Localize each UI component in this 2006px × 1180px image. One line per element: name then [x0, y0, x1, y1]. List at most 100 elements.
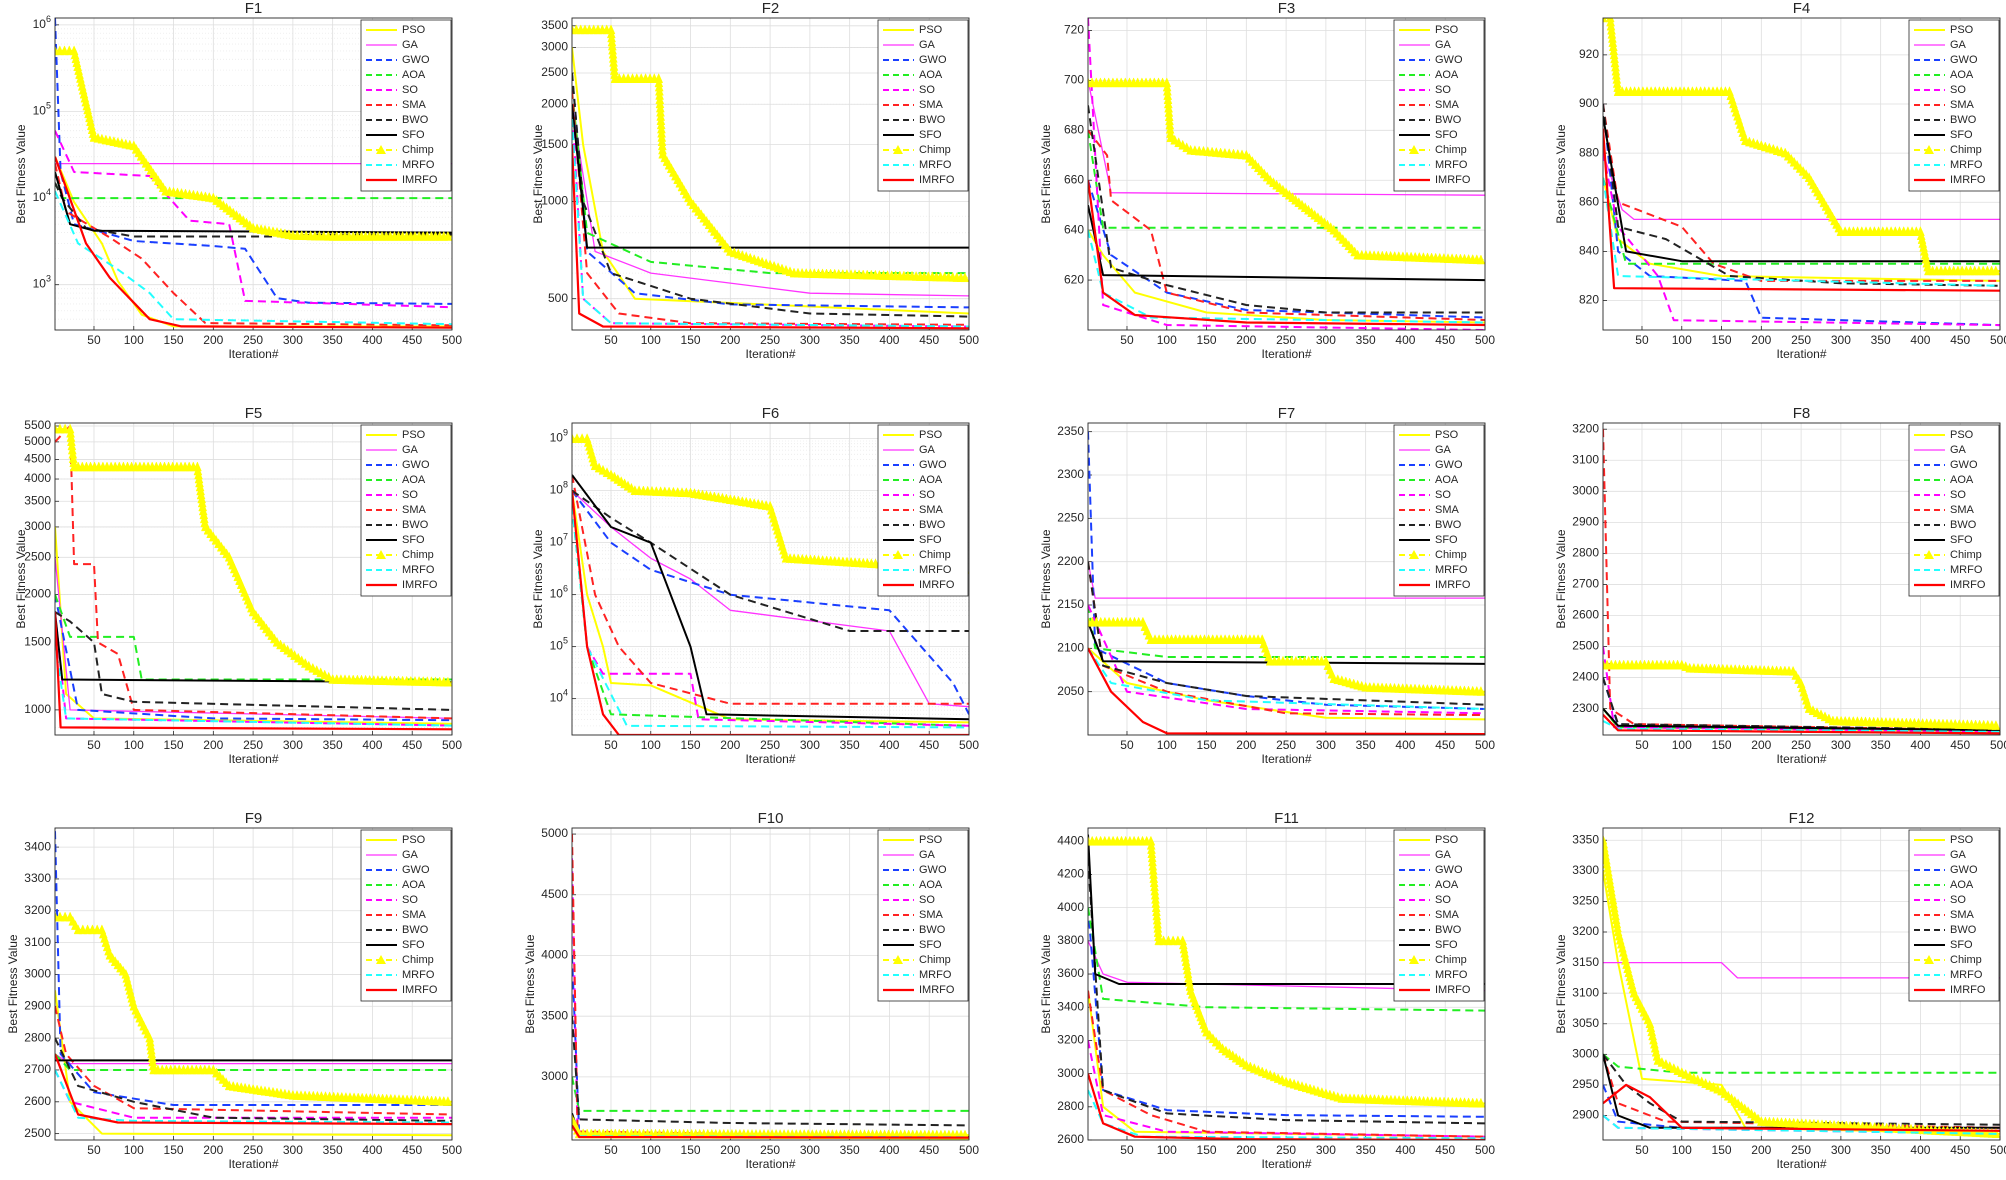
y-tick-label: 820 [1579, 293, 1599, 307]
series-line-sfo [572, 474, 969, 721]
x-tick-label: 500 [959, 333, 979, 347]
legend-label-pso: PSO [402, 429, 426, 441]
y-tick-label: 2800 [24, 1030, 51, 1044]
x-tick-label: 50 [87, 738, 101, 752]
y-tick-label: 108 [550, 480, 568, 497]
x-tick-label: 350 [1356, 738, 1376, 752]
legend-label-gwo: GWO [1435, 864, 1463, 876]
series-line-ga [572, 104, 969, 297]
x-tick-label: 100 [1157, 1143, 1177, 1157]
x-tick-label: 200 [203, 1143, 223, 1157]
x-tick-label: 450 [402, 333, 422, 347]
y-tick-label: 3100 [1572, 452, 1599, 466]
legend-marker-chimp [1409, 955, 1419, 964]
legend-label-chimp: Chimp [402, 954, 434, 966]
x-tick-label: 100 [641, 1143, 661, 1157]
series-line-bwo [1603, 103, 2000, 287]
y-tick-label: 880 [1579, 145, 1599, 159]
series-line-bwo [1088, 857, 1485, 1125]
x-tick-label: 100 [1157, 738, 1177, 752]
series-line-bwo [1088, 105, 1485, 314]
legend-label-imrfo: IMRFO [1435, 174, 1471, 186]
axes-box [571, 17, 970, 331]
x-tick-label: 450 [402, 1143, 422, 1157]
x-tick-label: 350 [1356, 1143, 1376, 1157]
legend-label-imrfo: IMRFO [919, 984, 955, 996]
y-tick-label: 840 [1579, 244, 1599, 258]
legend-label-chimp: Chimp [1950, 954, 1982, 966]
y-axis-label: Best Fitness Value [14, 529, 28, 628]
legend-label-bwo: BWO [402, 519, 429, 531]
series-group [572, 24, 969, 330]
x-tick-label: 200 [203, 333, 223, 347]
x-axis-label: Iteration# [1261, 1157, 1311, 1171]
chimp-marker [1991, 719, 2000, 730]
x-tick-label: 100 [124, 738, 144, 752]
x-axis-label: Iteration# [1261, 752, 1311, 766]
x-tick-label: 400 [1395, 333, 1415, 347]
x-tick-label: 300 [1831, 738, 1851, 752]
legend-label-imrfo: IMRFO [1435, 579, 1471, 591]
x-tick-label: 200 [1751, 738, 1771, 752]
legend-label-so: SO [402, 84, 418, 96]
legend-label-so: SO [1950, 894, 1966, 906]
legend-label-ga: GA [1950, 849, 1967, 861]
x-tick-label: 400 [362, 738, 382, 752]
x-tick-label: 250 [1791, 1143, 1811, 1157]
series-markers-chimp [1603, 18, 2000, 276]
y-tick-label: 4200 [1057, 867, 1084, 881]
axes-box [1602, 422, 2001, 736]
legend-label-so: SO [1435, 894, 1451, 906]
legend-label-sfo: SFO [1435, 939, 1458, 951]
legend-label-ga: GA [1950, 444, 1967, 456]
legend-marker-chimp [376, 550, 386, 559]
y-tick-label: 3050 [1572, 1016, 1599, 1030]
legend-label-bwo: BWO [1435, 924, 1462, 936]
x-tick-label: 400 [1395, 738, 1415, 752]
chart-panel-f6: 50 100 150 200 250 300 350 400 450 500 104 105 106 10… [531, 405, 979, 766]
chart-title: F10 [758, 810, 784, 827]
axes-box [571, 422, 970, 736]
legend-label-so: SO [402, 489, 418, 501]
chimp-marker [572, 24, 577, 35]
series-line-mrfo [572, 119, 969, 328]
x-tick-label: 300 [1316, 738, 1336, 752]
chart-title: F1 [245, 0, 263, 17]
chart-title: F12 [1789, 810, 1815, 827]
series-line-sma [55, 1006, 452, 1116]
chart-panel-f7: 50 100 150 200 250 300 350 400 450 500 2050 2100 215… [1039, 405, 1495, 766]
series-line-imrfo [1603, 1083, 2000, 1132]
chart-panel-f11: 50 100 150 200 250 300 350 400 450 500 2600 2800 300… [1039, 810, 1495, 1171]
y-tick-label: 4000 [541, 948, 568, 962]
y-tick-label: 2950 [1572, 1077, 1599, 1091]
x-axis-label: Iteration# [745, 347, 795, 361]
y-tick-label: 2600 [1057, 1132, 1084, 1146]
legend-label-so: SO [919, 489, 935, 501]
y-axis-label: Best Fitness Value [14, 124, 28, 223]
series-line-so [55, 130, 452, 309]
x-tick-label: 150 [1712, 738, 1732, 752]
legend-label-mrfo: MRFO [402, 564, 435, 576]
x-axis-label: Iteration# [228, 752, 278, 766]
series-line-sfo [572, 104, 969, 249]
series-line-imrfo [55, 1053, 452, 1126]
legend-label-chimp: Chimp [402, 144, 434, 156]
legend: PSO GA GWO AOA SO SMA BWO SFO Chimp MRFO IMRFO [1393, 829, 1485, 1002]
y-axis-label: Best Fitness Value [1039, 529, 1053, 628]
x-tick-label: 200 [1751, 1143, 1771, 1157]
series-line-gwo [55, 594, 452, 722]
series-line-imrfo [572, 1124, 969, 1139]
y-tick-label: 3500 [541, 1008, 568, 1022]
x-axis-label: Iteration# [1776, 347, 1826, 361]
y-tick-label: 5000 [24, 434, 51, 448]
chart-panel-f2: 50 100 150 200 250 300 350 400 450 500 500 1000 1500… [531, 0, 979, 361]
legend-label-mrfo: MRFO [1435, 969, 1468, 981]
x-tick-label: 150 [1197, 738, 1217, 752]
chart-title: F4 [1793, 0, 1811, 17]
legend-label-pso: PSO [919, 834, 943, 846]
series-line-sfo [55, 611, 452, 684]
series-line-imrfo [1603, 714, 2000, 735]
legend-label-mrfo: MRFO [1435, 159, 1468, 171]
legend-label-aoa: AOA [1950, 69, 1974, 81]
legend-label-ga: GA [1435, 444, 1452, 456]
